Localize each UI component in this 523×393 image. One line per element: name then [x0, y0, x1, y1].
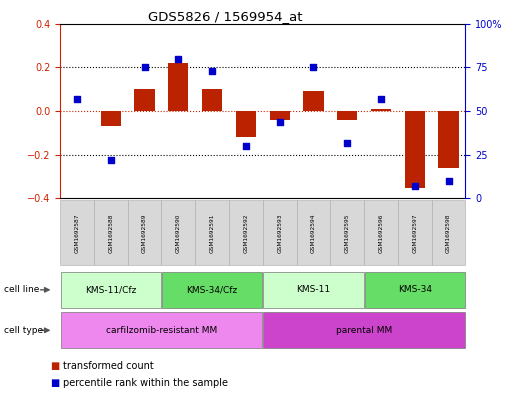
Text: percentile rank within the sample: percentile rank within the sample — [63, 378, 228, 388]
Point — [343, 140, 351, 146]
Point — [411, 183, 419, 189]
Text: parental MM: parental MM — [336, 326, 392, 335]
Point — [309, 64, 317, 70]
Text: KMS-34: KMS-34 — [398, 285, 432, 294]
Point — [140, 64, 149, 70]
Text: cell line: cell line — [4, 285, 40, 294]
Text: GDS5826 / 1569954_at: GDS5826 / 1569954_at — [147, 10, 302, 23]
Point — [377, 95, 385, 102]
Text: GSM1692593: GSM1692593 — [277, 213, 282, 253]
Point — [73, 95, 81, 102]
Text: KMS-11/Cfz: KMS-11/Cfz — [85, 285, 137, 294]
Point — [276, 118, 284, 125]
Bar — [438, 111, 459, 168]
Text: GSM1692597: GSM1692597 — [412, 213, 417, 253]
Text: GSM1692594: GSM1692594 — [311, 213, 316, 253]
Text: GSM1692596: GSM1692596 — [379, 213, 383, 253]
Text: cell type: cell type — [4, 326, 43, 335]
Bar — [405, 111, 425, 187]
Bar — [236, 111, 256, 137]
Text: GSM1692588: GSM1692588 — [108, 213, 113, 253]
Point — [208, 68, 217, 74]
Text: ■: ■ — [50, 378, 59, 388]
Bar — [134, 89, 155, 111]
Text: carfilzomib-resistant MM: carfilzomib-resistant MM — [106, 326, 217, 335]
Bar — [168, 63, 188, 111]
Text: KMS-11: KMS-11 — [297, 285, 331, 294]
Text: GSM1692590: GSM1692590 — [176, 213, 181, 253]
Text: GSM1692592: GSM1692592 — [243, 213, 248, 253]
Bar — [303, 91, 324, 111]
Point — [445, 178, 453, 184]
Point — [107, 157, 115, 163]
Text: ■: ■ — [50, 361, 59, 371]
Text: GSM1692595: GSM1692595 — [345, 213, 350, 253]
Bar — [202, 89, 222, 111]
Text: transformed count: transformed count — [63, 361, 154, 371]
Point — [174, 55, 183, 62]
Point — [242, 143, 250, 149]
Text: GSM1692598: GSM1692598 — [446, 213, 451, 253]
Bar — [100, 111, 121, 126]
Bar — [337, 111, 357, 120]
Text: GSM1692591: GSM1692591 — [210, 213, 214, 253]
Bar — [269, 111, 290, 120]
Text: KMS-34/Cfz: KMS-34/Cfz — [187, 285, 238, 294]
Text: GSM1692589: GSM1692589 — [142, 213, 147, 253]
Bar — [371, 109, 391, 111]
Text: GSM1692587: GSM1692587 — [75, 213, 79, 253]
